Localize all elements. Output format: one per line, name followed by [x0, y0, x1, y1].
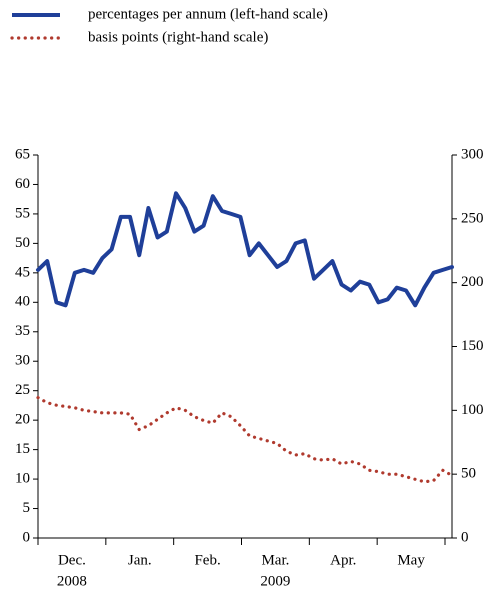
y2-tick-label: 100	[461, 402, 484, 418]
y-tick-label: 65	[15, 146, 30, 162]
dotted-line	[36, 396, 454, 484]
y2-tick-label: 250	[461, 210, 484, 226]
year-label: 2009	[260, 573, 290, 589]
y-tick-label: 45	[15, 264, 30, 280]
x-tick-label: Mar.	[261, 552, 289, 568]
y-tick-label: 50	[15, 235, 30, 251]
year-label: 2008	[57, 573, 87, 589]
y-tick-label: 30	[15, 353, 30, 369]
y2-tick-label: 50	[461, 466, 476, 482]
y-tick-label: 10	[15, 471, 30, 487]
y2-tick-label: 0	[461, 529, 469, 545]
y-tick-label: 20	[15, 412, 30, 428]
y-tick-label: 5	[23, 500, 31, 516]
y-tick-label: 25	[15, 382, 30, 398]
y2-tick-label: 150	[461, 338, 484, 354]
legend-label: basis points (right-hand scale)	[88, 29, 268, 45]
x-tick-label: Feb.	[194, 552, 220, 568]
y-tick-label: 35	[15, 323, 30, 339]
y-tick-label: 15	[15, 441, 30, 457]
y-tick-label: 60	[15, 176, 30, 192]
legend-label: percentages per annum (left-hand scale)	[88, 6, 328, 22]
y2-tick-label: 200	[461, 274, 484, 290]
y-tick-label: 0	[23, 529, 31, 545]
x-tick-label: May	[397, 552, 425, 568]
x-tick-label: Jan.	[128, 552, 152, 568]
y2-tick-label: 300	[461, 146, 484, 162]
y-tick-label: 55	[15, 205, 30, 221]
y-tick-label: 40	[15, 294, 30, 310]
line	[36, 191, 454, 308]
x-tick-label: Dec.	[58, 552, 86, 568]
x-tick-label: Apr.	[330, 552, 356, 568]
